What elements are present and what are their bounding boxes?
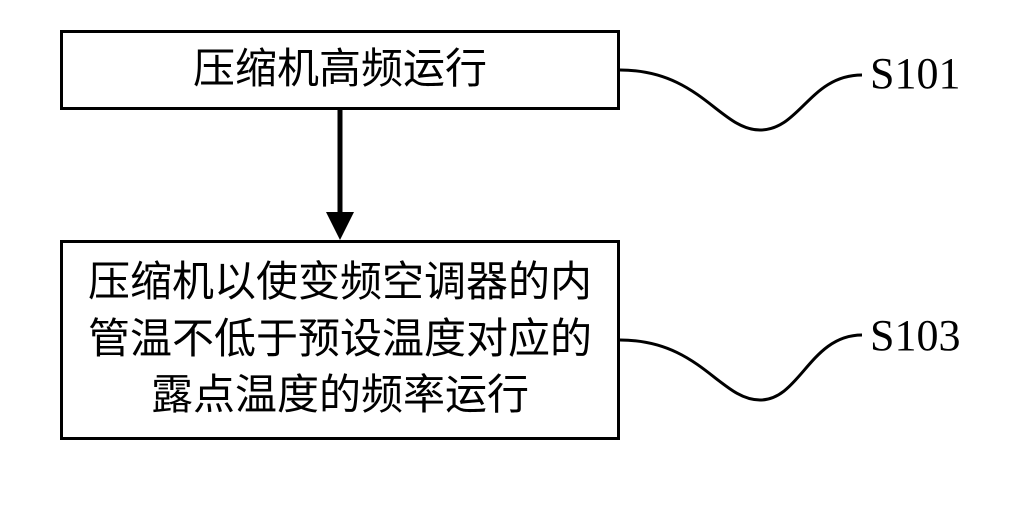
label-curve-2 (0, 0, 1032, 516)
